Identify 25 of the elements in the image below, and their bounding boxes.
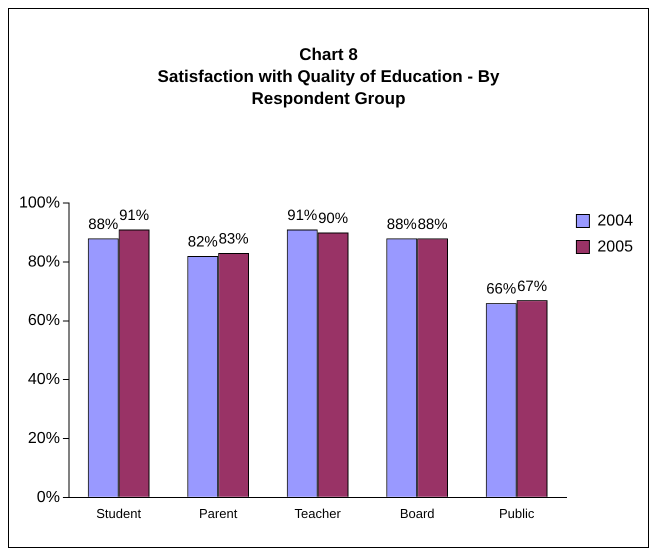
x-tick-label: Public xyxy=(498,506,535,521)
data-label: 82% xyxy=(188,234,218,251)
data-label: 83% xyxy=(218,230,249,248)
data-label: 90% xyxy=(318,210,348,228)
y-tick-label: 40% xyxy=(28,371,60,388)
data-label: 88% xyxy=(386,216,417,233)
y-tick-label: 0% xyxy=(36,488,60,506)
data-label: 88% xyxy=(418,216,448,233)
legend-label: 2004 xyxy=(597,212,634,230)
chart-subtitle: Satisfaction with Quality of Education - By Respondent Group xyxy=(156,66,500,110)
x-tick-label: Student xyxy=(96,506,142,521)
x-tick-label: Board xyxy=(400,506,435,521)
data-label: 91% xyxy=(119,207,150,224)
data-label: 91% xyxy=(287,207,318,224)
data-label: 88% xyxy=(88,216,118,233)
x-tick-label: Teacher xyxy=(294,506,342,521)
legend-label: 2005 xyxy=(597,238,634,256)
y-tick-label: 100% xyxy=(19,194,60,212)
y-tick-label: 20% xyxy=(28,430,60,447)
data-label: 67% xyxy=(517,278,548,295)
y-tick-label: 80% xyxy=(28,253,60,270)
data-label: 66% xyxy=(486,280,516,298)
y-tick-label: 60% xyxy=(28,312,60,330)
x-tick-label: Parent xyxy=(199,506,238,521)
chart-title: Chart 8 xyxy=(298,44,359,66)
